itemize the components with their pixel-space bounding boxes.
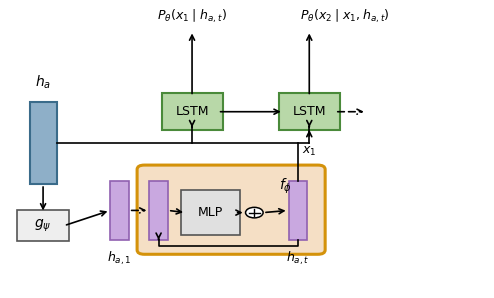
FancyBboxPatch shape: [279, 94, 340, 130]
Text: $P_\theta(x_1 \mid h_{a,t})$: $P_\theta(x_1 \mid h_{a,t})$: [157, 7, 227, 25]
Text: $x_1$: $x_1$: [302, 145, 317, 158]
FancyBboxPatch shape: [149, 181, 168, 240]
Text: LSTM: LSTM: [175, 105, 209, 118]
Text: MLP: MLP: [198, 206, 223, 219]
FancyBboxPatch shape: [288, 181, 307, 240]
Text: $h_{a,t}$: $h_{a,t}$: [286, 250, 310, 267]
Text: LSTM: LSTM: [292, 105, 326, 118]
FancyBboxPatch shape: [110, 181, 129, 240]
FancyBboxPatch shape: [137, 165, 325, 254]
Text: $f_\phi$: $f_\phi$: [279, 177, 292, 196]
Circle shape: [246, 207, 263, 218]
FancyBboxPatch shape: [181, 190, 240, 235]
FancyBboxPatch shape: [30, 102, 56, 184]
FancyBboxPatch shape: [17, 210, 69, 241]
Text: $h_a$: $h_a$: [35, 73, 51, 91]
Text: $g_\psi$: $g_\psi$: [34, 218, 51, 234]
Text: $h_{a,1}$: $h_{a,1}$: [107, 250, 132, 267]
FancyBboxPatch shape: [162, 94, 223, 130]
Text: $P_\theta(x_2 \mid x_1, h_{a,t})$: $P_\theta(x_2 \mid x_1, h_{a,t})$: [300, 7, 389, 25]
